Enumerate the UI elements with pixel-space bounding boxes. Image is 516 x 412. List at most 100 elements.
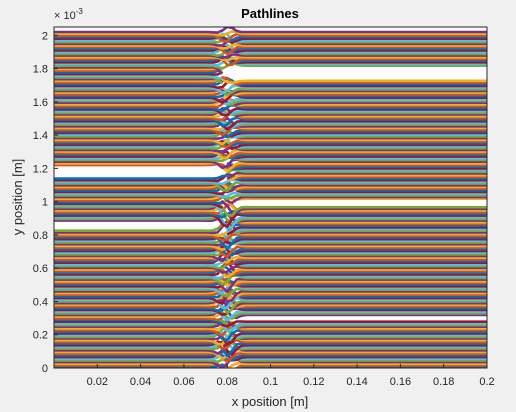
pathline	[54, 119, 487, 130]
pathline	[54, 183, 487, 194]
pathline	[54, 193, 487, 205]
x-axis-label: x position [m]	[232, 394, 309, 409]
pathline	[54, 98, 487, 107]
pathline	[54, 239, 487, 247]
pathline	[226, 161, 487, 171]
pathline	[54, 282, 487, 295]
pathline	[54, 120, 487, 127]
x-tick-label: 0.18	[433, 376, 454, 388]
pathline	[54, 97, 487, 106]
pathline	[54, 141, 487, 150]
pathline	[54, 229, 487, 237]
pathline	[54, 286, 487, 301]
pathline	[54, 243, 487, 255]
pathline	[54, 93, 487, 105]
x-tick-label: 0.08	[216, 376, 237, 388]
pathline	[54, 310, 487, 321]
pathline	[226, 171, 487, 181]
pathline	[54, 286, 487, 299]
y-axis-label: y position [m]	[10, 159, 25, 236]
pathline	[54, 267, 487, 279]
pathline	[54, 338, 487, 350]
pathline	[54, 305, 487, 320]
pathline	[54, 43, 487, 50]
pathline	[54, 37, 487, 44]
pathline	[54, 235, 487, 251]
pathline	[54, 199, 487, 215]
pathline	[54, 174, 487, 181]
x-tick-label: 0.14	[346, 376, 367, 388]
pathline	[54, 361, 487, 368]
pathline	[54, 320, 487, 332]
pathline	[226, 217, 487, 226]
y-tick-label: 0.4	[33, 296, 48, 308]
y-tick-label: 1.8	[33, 64, 48, 76]
pathline	[54, 194, 487, 202]
pathline	[226, 212, 487, 224]
pathline	[54, 89, 487, 99]
pathline	[54, 116, 487, 128]
pathline	[227, 173, 487, 182]
y-tick-label: 1.6	[33, 97, 48, 109]
pathline	[54, 46, 487, 57]
pathline	[54, 232, 487, 242]
pathline	[54, 287, 487, 297]
pathline	[226, 227, 487, 235]
pathline	[54, 288, 487, 305]
pathline	[54, 27, 487, 34]
pathline	[54, 67, 223, 72]
pathline	[54, 277, 487, 294]
pathline	[54, 338, 487, 355]
x-tick-label: 0.1	[263, 376, 278, 388]
pathline	[54, 151, 487, 159]
pathline	[226, 225, 487, 236]
x-tick-label: 0.2	[479, 376, 494, 388]
pathline	[54, 323, 487, 337]
pathline	[54, 293, 487, 309]
pathline	[54, 106, 487, 118]
pathline	[54, 129, 487, 139]
pathline	[54, 348, 487, 362]
pathline	[54, 268, 487, 278]
pathline	[54, 329, 487, 342]
pathline	[54, 290, 487, 309]
pathline	[54, 116, 487, 128]
pathline	[54, 245, 487, 256]
pathline	[54, 334, 487, 351]
pathline	[54, 35, 487, 44]
pathline	[54, 76, 487, 86]
pathline	[54, 97, 487, 109]
y-tick-label: 0.6	[33, 263, 48, 275]
pathline	[54, 32, 487, 43]
pathline	[54, 178, 487, 186]
pathline	[54, 53, 487, 60]
pathline	[54, 128, 487, 139]
pathline	[54, 76, 487, 86]
pathline	[54, 46, 487, 53]
pathline	[54, 348, 487, 361]
y-tick-label: 0.8	[33, 230, 48, 242]
pathline	[54, 257, 487, 267]
pathline	[54, 265, 487, 274]
pathline	[54, 76, 224, 85]
pathline	[54, 348, 487, 361]
pathline	[54, 161, 487, 173]
pathline	[54, 78, 487, 85]
pathline	[54, 38, 487, 47]
pathline	[54, 195, 224, 202]
pathline	[54, 186, 487, 196]
pathline	[54, 202, 223, 210]
pathline	[227, 162, 487, 172]
pathline	[54, 319, 487, 330]
x-tick-label: 0.16	[390, 376, 411, 388]
pathline	[54, 212, 487, 224]
pathline	[54, 180, 487, 193]
pathline	[54, 62, 487, 70]
pathline	[54, 56, 487, 67]
pathline	[54, 121, 487, 131]
pathline	[54, 296, 487, 309]
pathline	[226, 162, 487, 171]
pathline	[54, 236, 487, 245]
pathline	[54, 209, 487, 219]
pathline	[54, 133, 487, 141]
